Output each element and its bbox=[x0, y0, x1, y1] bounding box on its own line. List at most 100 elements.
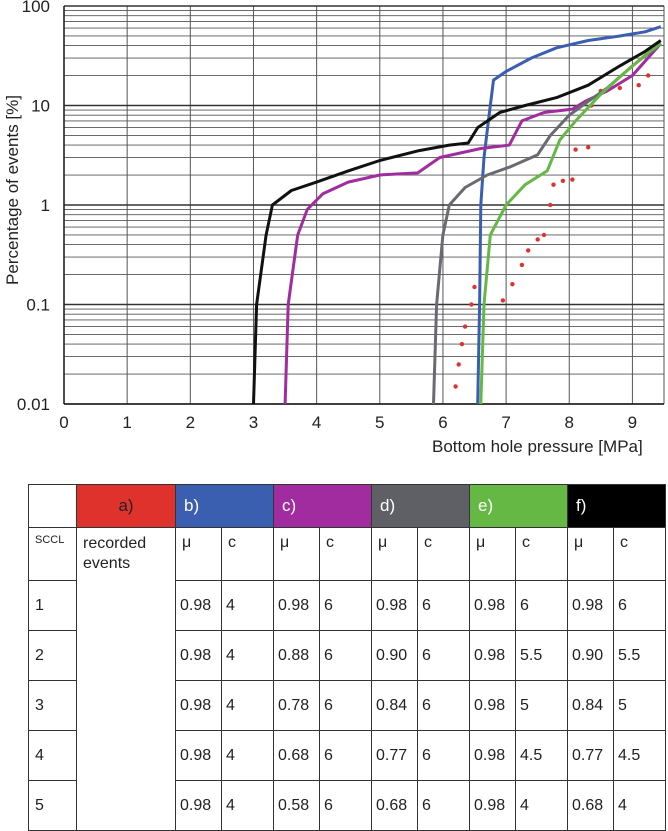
series-c-line bbox=[283, 42, 662, 405]
c-value: 5 bbox=[613, 680, 666, 731]
mu-value: 0.88 bbox=[273, 630, 320, 681]
series-a-point bbox=[453, 384, 458, 389]
series-e bbox=[479, 42, 662, 405]
mu-value: 0.78 bbox=[273, 680, 320, 731]
c-value: 5 bbox=[515, 680, 568, 731]
x-tick-label: 8 bbox=[565, 413, 574, 432]
series-a-point bbox=[500, 298, 506, 303]
x-tick-label: 7 bbox=[501, 413, 510, 432]
mu-value: 0.98 bbox=[273, 580, 320, 631]
corner-cell bbox=[28, 484, 77, 528]
table-subheader-row: SCCL recorded events μ c μ c μ c μ c μ c bbox=[28, 527, 666, 831]
series-f-line bbox=[252, 39, 662, 405]
header-b: b) bbox=[175, 484, 274, 528]
c-label-b: c bbox=[221, 527, 274, 581]
series-a-point bbox=[551, 182, 556, 187]
tick-labels: 0 1 2 3 4 5 6 7 8 9 0.01 0.1 1 10 100 bbox=[17, 0, 637, 432]
mu-label-b: μ bbox=[175, 527, 222, 581]
series-a-point bbox=[526, 248, 531, 253]
mu-label-f: μ bbox=[567, 527, 614, 581]
y-tick-label: 1 bbox=[41, 196, 50, 215]
recorded-events-cell: recorded events bbox=[76, 527, 176, 831]
x-axis-title: Bottom hole pressure [MPa] bbox=[432, 437, 643, 456]
x-tick-label: 5 bbox=[375, 413, 384, 432]
series-d-line bbox=[432, 42, 662, 405]
x-tick-label: 0 bbox=[59, 413, 68, 432]
y-axis-title: Percentage of events [%] bbox=[3, 95, 22, 285]
c-label-f: c bbox=[613, 527, 666, 581]
c-value: 5.5 bbox=[613, 630, 666, 681]
mu-value: 0.98 bbox=[469, 580, 516, 631]
c-value: 6 bbox=[417, 580, 470, 631]
sccl-number: 4 bbox=[28, 730, 77, 781]
mu-value: 0.77 bbox=[371, 730, 418, 781]
series-d bbox=[432, 42, 662, 405]
c-value: 5.5 bbox=[515, 630, 568, 681]
x-tick-label: 9 bbox=[628, 413, 637, 432]
series-a-point bbox=[617, 85, 622, 91]
series-b-line bbox=[476, 25, 662, 405]
header-a: a) bbox=[76, 484, 176, 528]
grid bbox=[63, 5, 665, 405]
table-header-row: a) b) c) d) e) f) bbox=[28, 484, 666, 528]
c-value: 4.5 bbox=[613, 730, 666, 781]
c-label-d: c bbox=[417, 527, 470, 581]
mu-value: 0.68 bbox=[273, 730, 320, 781]
series-a-point bbox=[570, 177, 575, 182]
c-value: 4 bbox=[221, 630, 274, 681]
y-tick-label: 100 bbox=[22, 0, 50, 16]
mu-value: 0.84 bbox=[371, 680, 418, 731]
x-tick-label: 4 bbox=[312, 413, 321, 432]
c-value: 6 bbox=[319, 780, 372, 831]
mu-value: 0.98 bbox=[567, 580, 614, 631]
series-a-point bbox=[535, 237, 540, 242]
x-tick-label: 1 bbox=[122, 413, 131, 432]
series-a-point bbox=[519, 262, 525, 268]
mu-value: 0.68 bbox=[371, 780, 418, 831]
series-group bbox=[252, 25, 662, 405]
series-a-point bbox=[586, 145, 591, 150]
header-d: d) bbox=[371, 484, 470, 528]
c-value: 6 bbox=[417, 630, 470, 681]
x-tick-label: 3 bbox=[249, 413, 258, 432]
sccl-number: 1 bbox=[28, 580, 77, 631]
c-value: 6 bbox=[515, 580, 568, 631]
series-a-point bbox=[541, 232, 547, 238]
c-label-c: c bbox=[319, 527, 372, 581]
mu-value: 0.68 bbox=[567, 780, 614, 831]
mu-value: 0.98 bbox=[175, 680, 222, 731]
header-c: c) bbox=[273, 484, 372, 528]
series-a-point bbox=[646, 73, 651, 78]
series-b bbox=[476, 25, 662, 405]
recorded-line1: recorded bbox=[83, 535, 147, 552]
mu-label-c: μ bbox=[273, 527, 320, 581]
c-value: 6 bbox=[417, 680, 470, 731]
sccl-number: 2 bbox=[28, 630, 77, 681]
mu-value: 0.98 bbox=[175, 730, 222, 781]
series-a-point bbox=[459, 341, 465, 347]
c-value: 6 bbox=[319, 630, 372, 681]
mu-value: 0.98 bbox=[175, 780, 222, 831]
c-value: 4 bbox=[221, 580, 274, 631]
header-f: f) bbox=[567, 484, 666, 528]
series-a-point bbox=[636, 83, 641, 88]
series-a-point bbox=[456, 362, 461, 367]
series-a-point bbox=[510, 282, 515, 287]
c-value: 4 bbox=[221, 730, 274, 781]
c-value: 6 bbox=[417, 730, 470, 781]
c-value: 6 bbox=[613, 580, 666, 631]
series-e-line bbox=[479, 42, 662, 405]
series-c bbox=[283, 42, 662, 405]
model-parameters-table: a) b) c) d) e) f) SCCL recorded events μ… bbox=[28, 484, 666, 831]
sccl-label: SCCL bbox=[28, 527, 77, 581]
series-a-point bbox=[472, 284, 477, 290]
y-tick-label: 0.01 bbox=[17, 395, 50, 414]
c-value: 4.5 bbox=[515, 730, 568, 781]
mu-value: 0.90 bbox=[567, 630, 614, 681]
header-e: e) bbox=[469, 484, 568, 528]
series-a bbox=[453, 73, 651, 389]
mu-value: 0.77 bbox=[567, 730, 614, 781]
x-tick-label: 2 bbox=[186, 413, 195, 432]
sccl-number: 3 bbox=[28, 680, 77, 731]
x-tick-label: 6 bbox=[438, 413, 447, 432]
